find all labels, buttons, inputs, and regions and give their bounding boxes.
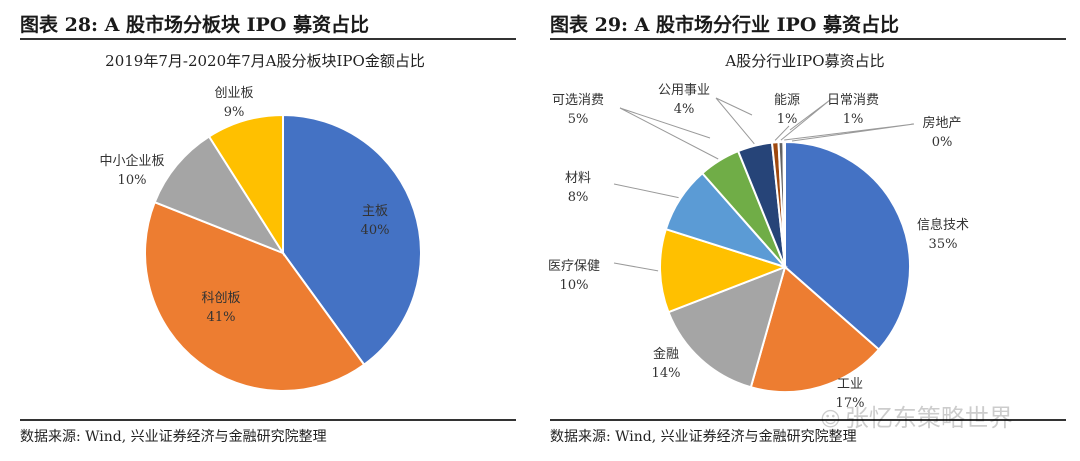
slice-value-label-1: 17% <box>836 396 865 411</box>
slice-value-label-0: 40% <box>361 223 390 238</box>
slice-label-0: 信息技术 <box>917 217 969 233</box>
slice-value-label-2: 10% <box>118 173 147 188</box>
slice-value-label-6: 4% <box>674 102 695 117</box>
slice-label-3: 创业板 <box>214 86 253 101</box>
pie-slice-3 <box>659 227 789 314</box>
slice-value-label-7: 1% <box>777 112 798 127</box>
source-divider <box>20 419 516 421</box>
leader-line-4 <box>613 183 679 199</box>
pie-slice-0 <box>784 140 911 351</box>
slice-label-9: 房地产 <box>922 115 961 131</box>
leader-line-5 <box>619 107 719 160</box>
leader-line-9 <box>784 123 915 142</box>
title-divider <box>550 38 1066 40</box>
slice-value-label-5: 5% <box>568 112 589 127</box>
slice-label-6: 公用事业 <box>658 83 710 98</box>
slice-value-label-4: 8% <box>568 190 589 205</box>
title-divider <box>20 38 516 40</box>
slice-value-label-0: 35% <box>929 237 958 252</box>
watermark-text: 张忆东策略世界 <box>844 404 1013 432</box>
slice-value-label-8: 1% <box>843 112 864 127</box>
figure-29-panel: 图表 29: A 股市场分行业 IPO 募资占比 A股分行业IPO募资占比 信息… <box>530 0 1080 461</box>
chart-title: 2019年7月-2020年7月A股分板块IPO金额占比 <box>105 52 425 70</box>
pie-slice-2 <box>153 135 286 256</box>
slice-label-2: 中小企业板 <box>99 153 164 169</box>
slice-value-label-1: 41% <box>207 310 236 325</box>
data-source-note: 数据来源: Wind, 兴业证券经济与金融研究院整理 <box>20 429 327 445</box>
watermark: ☺ 张忆东策略世界 <box>820 398 1013 433</box>
slice-label-7: 能源 <box>774 93 800 108</box>
slice-label-0: 主板 <box>362 204 388 219</box>
pie-slice-1 <box>144 200 366 392</box>
pie-slice-0 <box>282 113 422 367</box>
slice-value-label-3: 9% <box>224 105 245 120</box>
slice-label-8: 日常消费 <box>827 93 879 108</box>
pie-slice-9 <box>782 140 786 268</box>
slice-value-label-3: 10% <box>560 278 589 293</box>
industry-share-pie-chart: 信息技术 35% 工业 17% 金融 14% 医疗保健 10% 材料 8% 可选消费 5% 公用事业 4%… <box>548 83 969 411</box>
data-source-note: 数据来源: Wind, 兴业证券经济与金融研究院整理 <box>550 429 857 445</box>
slice-label-2: 金融 <box>653 346 679 362</box>
slice-value-label-2: 14% <box>652 366 681 381</box>
wechat-icon: ☺ <box>820 407 841 431</box>
chart-title: A股分行业IPO募资占比 <box>725 52 885 70</box>
figure-title: 图表 28: A 股市场分板块 IPO 募资占比 <box>20 14 369 36</box>
slice-label-1: 科创板 <box>201 291 240 306</box>
source-divider <box>550 419 1066 421</box>
leader-line-7 <box>774 125 790 141</box>
leader-line-8 <box>780 99 831 141</box>
slice-value-label-9: 0% <box>932 135 953 150</box>
slice-label-3: 医疗保健 <box>548 259 600 274</box>
slice-label-4: 材料 <box>565 171 591 186</box>
leader-line-6 <box>715 97 755 145</box>
pie-slice-2 <box>667 265 787 389</box>
figure-title: 图表 29: A 股市场分行业 IPO 募资占比 <box>550 14 899 36</box>
pie-slice-1 <box>749 265 881 393</box>
board-share-pie-chart: 主板 40% 科创板 41% 中小企业板 10% 创业板 9% <box>99 86 422 392</box>
slice-label-1: 工业 <box>837 377 863 392</box>
figure-28-panel: 图表 28: A 股市场分板块 IPO 募资占比 2019年7月-2020年7月… <box>0 0 530 461</box>
slice-label-5: 可选消费 <box>552 93 604 108</box>
pie-slice-3 <box>207 113 284 257</box>
leader-line-3 <box>613 262 659 272</box>
